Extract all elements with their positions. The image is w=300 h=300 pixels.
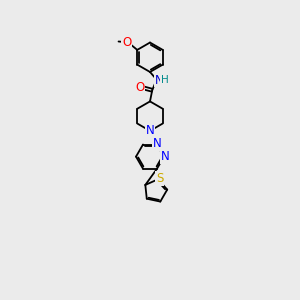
Text: O: O: [135, 81, 144, 94]
Text: N: N: [153, 137, 161, 150]
Text: O: O: [122, 36, 131, 49]
Text: N: N: [155, 74, 164, 87]
Text: S: S: [156, 172, 164, 185]
Text: N: N: [146, 124, 154, 137]
Text: H: H: [161, 75, 169, 85]
Text: N: N: [161, 150, 170, 163]
